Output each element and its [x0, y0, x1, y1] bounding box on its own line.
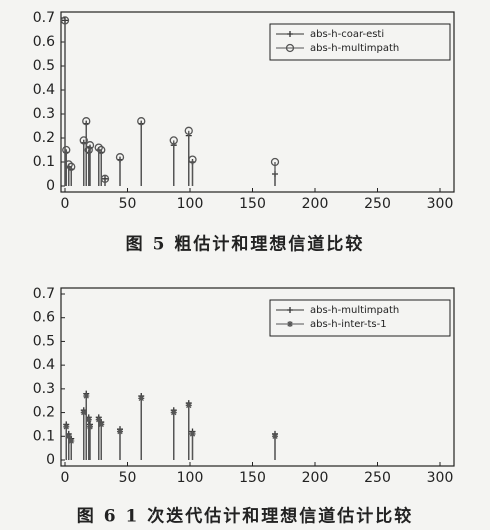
stem-marker	[79, 136, 88, 145]
stem-marker	[184, 126, 193, 135]
x-tick-label: 100	[177, 196, 204, 212]
stem-marker	[83, 392, 90, 399]
stem-marker	[287, 31, 293, 37]
x-tick-label: 300	[427, 196, 454, 212]
x-tick-label: 50	[119, 470, 137, 486]
caption: 图 6 1 次迭代估计和理想信道估计比较	[77, 506, 413, 527]
y-tick-label: 0.2	[33, 405, 55, 421]
legend-label: abs-h-inter-ts-1	[310, 319, 387, 330]
stem-marker	[87, 423, 93, 430]
stem-marker	[100, 174, 110, 183]
stem-marker	[185, 402, 192, 409]
x-tick-label: 100	[177, 470, 204, 486]
stem-marker	[84, 145, 93, 155]
x-tick-label: 150	[239, 470, 266, 486]
legend-box	[269, 23, 451, 61]
y-tick-label: 0.1	[33, 154, 55, 170]
stem-marker	[85, 141, 95, 150]
stem-marker	[95, 416, 102, 423]
y-tick-label: 0.4	[33, 82, 55, 98]
y-tick-label: 0.3	[33, 106, 55, 122]
stem-marker	[137, 117, 146, 126]
stem-marker	[97, 145, 106, 155]
y-tick-label: 0.2	[33, 130, 55, 146]
stem-marker	[85, 416, 92, 423]
stem-marker	[82, 117, 91, 126]
x-tick-label: 200	[302, 196, 329, 212]
x-tick-label: 150	[239, 196, 266, 212]
stem-marker	[68, 438, 75, 445]
caption: 图 5 粗估计和理想信道比较	[126, 234, 365, 255]
x-tick-label: 0	[61, 470, 70, 486]
y-tick-label: 0.4	[33, 357, 55, 373]
y-tick-label: 0.1	[33, 428, 55, 444]
stem-marker	[62, 145, 71, 155]
stem-marker	[287, 321, 293, 327]
legend-label: abs-h-coar-esti	[310, 29, 384, 40]
legend-label: abs-h-multimpath	[310, 305, 399, 316]
stem-marker	[285, 43, 295, 53]
x-tick-label: 200	[302, 470, 329, 486]
stem-marker	[117, 428, 123, 435]
stem-marker	[63, 423, 70, 430]
legend-label: abs-h-multimpath	[310, 43, 399, 54]
stem-marker	[188, 155, 197, 164]
stem-marker	[138, 395, 145, 402]
y-tick-label: 0	[46, 178, 55, 194]
stem-marker	[169, 136, 178, 145]
stem-marker	[115, 153, 125, 162]
y-tick-label: 0.6	[33, 310, 55, 326]
stem-marker	[80, 409, 87, 416]
stem-marker	[170, 409, 177, 416]
stem-marker	[65, 433, 72, 440]
y-tick-label: 0.7	[33, 10, 55, 26]
stem-marker	[270, 157, 280, 167]
x-tick-label: 50	[119, 196, 137, 212]
stem-marker	[287, 307, 293, 313]
y-tick-label: 0.6	[33, 34, 55, 50]
stem-marker	[98, 421, 105, 428]
stem-marker	[60, 16, 70, 25]
y-tick-label: 0.5	[33, 333, 55, 349]
y-tick-label: 0.5	[33, 58, 55, 74]
stem-marker	[272, 433, 278, 440]
x-tick-label: 300	[427, 470, 454, 486]
plot-frame	[60, 287, 455, 467]
y-tick-label: 0.3	[33, 381, 55, 397]
stem-marker	[64, 160, 73, 169]
x-tick-label: 250	[364, 196, 391, 212]
y-tick-label: 0	[46, 452, 55, 468]
stem-marker	[67, 162, 76, 171]
stem-marker	[94, 143, 103, 152]
y-tick-label: 0.7	[33, 286, 55, 302]
stem-marker	[189, 430, 196, 437]
plot-frame	[60, 11, 455, 193]
x-tick-label: 250	[364, 470, 391, 486]
x-tick-label: 0	[61, 196, 70, 212]
legend-box	[269, 299, 451, 337]
